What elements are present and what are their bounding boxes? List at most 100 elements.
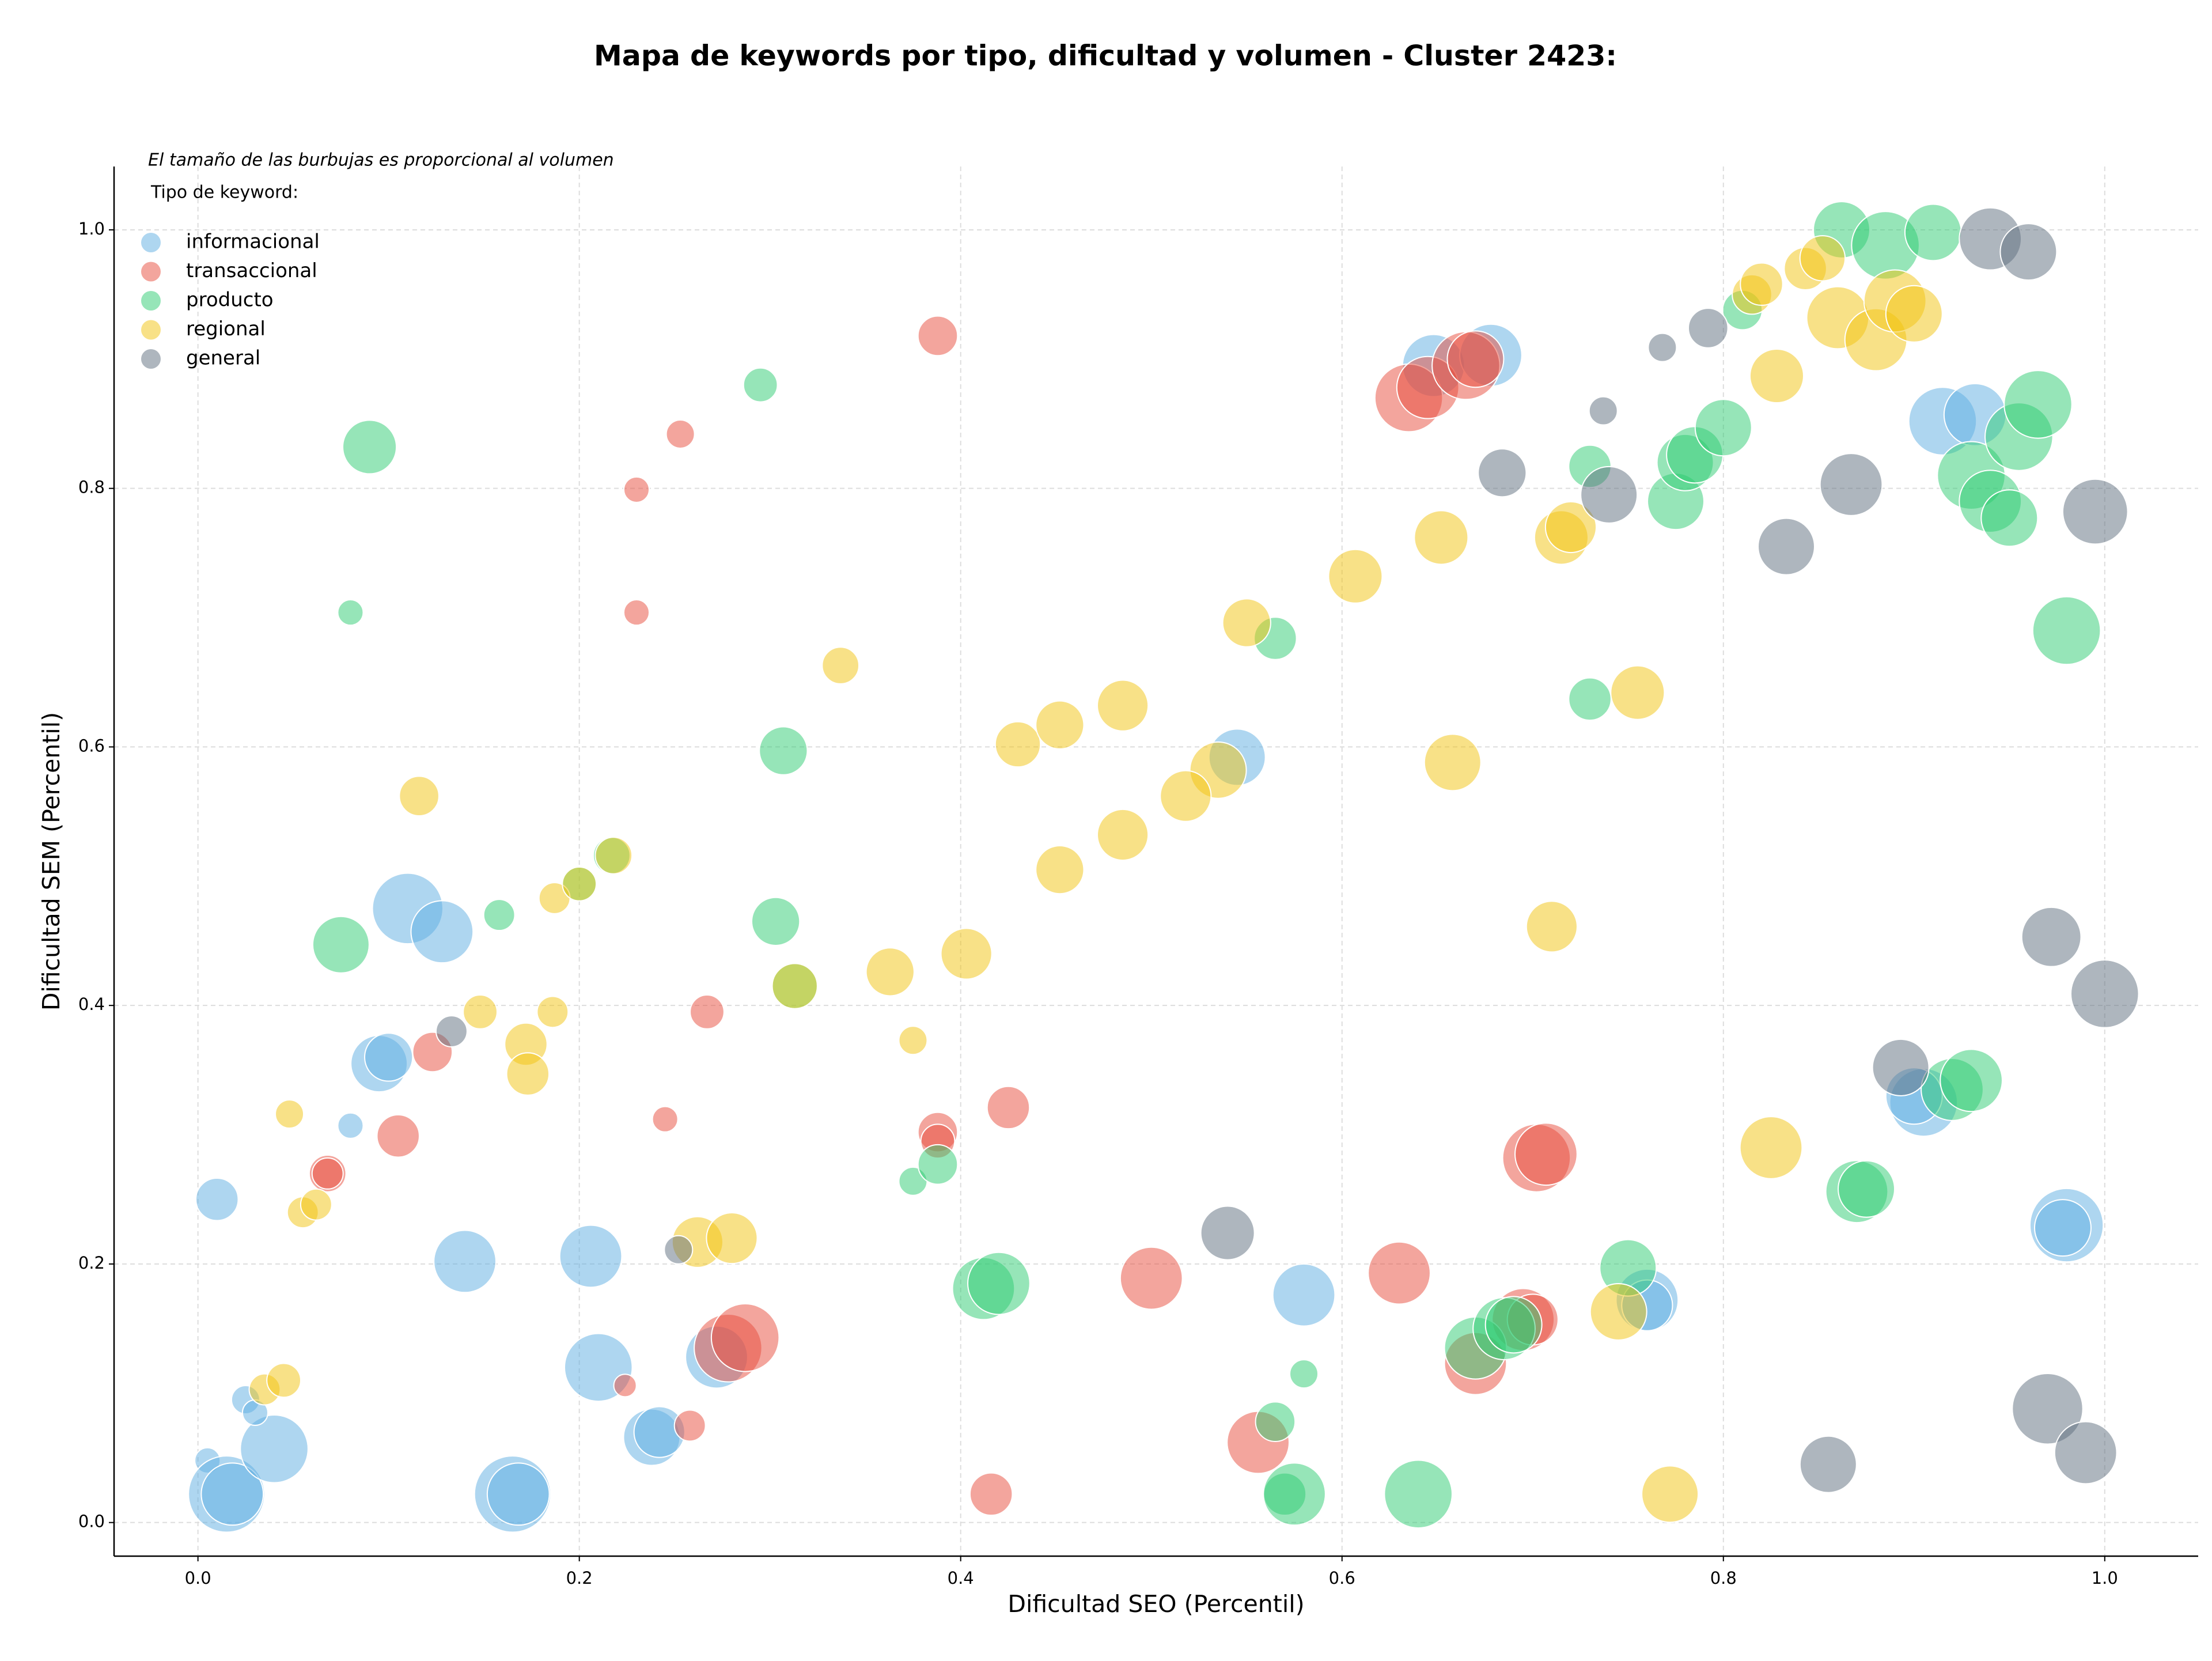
bubble — [410, 900, 474, 964]
legend-marker — [141, 349, 161, 369]
bubble — [1272, 1263, 1336, 1327]
bubble — [1035, 845, 1085, 895]
y-tick-label: 0.2 — [78, 1253, 105, 1273]
bubble — [940, 928, 993, 980]
bubble — [690, 994, 725, 1030]
bubble — [1263, 1462, 1326, 1526]
bubble — [1588, 396, 1618, 426]
legend-label: transaccional — [186, 259, 317, 282]
bubble — [463, 994, 498, 1030]
bubble — [1819, 453, 1883, 516]
bubble — [435, 1015, 468, 1047]
bubble — [994, 721, 1041, 768]
bubble — [917, 1144, 959, 1185]
y-axis-label: Dificultad SEM (Percentil) — [37, 712, 65, 1011]
bubble — [969, 1472, 1013, 1516]
bubble — [275, 1099, 305, 1129]
annotation: El tamaño de las burbujas es proporciona… — [148, 150, 614, 171]
bubble — [1544, 501, 1597, 554]
bubble — [652, 1106, 679, 1133]
bubble — [751, 896, 801, 946]
bubble — [1096, 679, 1149, 732]
bubble — [865, 947, 915, 997]
bubble — [2070, 959, 2139, 1028]
bubble — [1739, 1116, 1803, 1179]
bubble — [1328, 548, 1383, 604]
y-tick-label: 0.8 — [78, 478, 105, 497]
bubble — [1799, 235, 1846, 282]
bubble — [1940, 1049, 2003, 1113]
bubble — [337, 1112, 364, 1139]
bubble — [2032, 596, 2101, 665]
x-tick-label: 0.6 — [1329, 1568, 1355, 1588]
bubble — [342, 419, 397, 475]
bubble — [399, 775, 440, 816]
bubble — [195, 1177, 239, 1221]
bubble — [2021, 906, 2082, 967]
bubble — [771, 963, 818, 1009]
legend-marker — [141, 262, 161, 282]
x-tick-label: 0.2 — [566, 1568, 593, 1588]
legend-title: Tipo de keyword: — [150, 183, 298, 203]
x-tick-label: 1.0 — [2092, 1568, 2118, 1588]
legend-marker — [141, 320, 161, 340]
bubble — [1838, 1160, 1896, 1218]
x-tick-label: 0.0 — [185, 1568, 211, 1588]
x-axis-label: Dificultad SEO (Percentil) — [1007, 1590, 1304, 1618]
bubble — [706, 1212, 758, 1265]
bubble — [486, 1462, 550, 1526]
bubble — [1478, 448, 1527, 498]
bubble — [917, 315, 959, 357]
bubble — [2054, 1421, 2118, 1485]
bubble — [1289, 1359, 1319, 1389]
bubble — [311, 1157, 344, 1190]
legend-marker — [141, 291, 161, 311]
bubble — [1160, 770, 1212, 822]
bubble — [1799, 1435, 1857, 1493]
bubble — [1758, 517, 1815, 576]
bubble — [743, 367, 778, 403]
legend-label: producto — [186, 289, 274, 312]
bubble — [1222, 598, 1271, 648]
y-tick-label: 0.6 — [78, 736, 105, 755]
bubble — [613, 1374, 637, 1398]
bubble — [1119, 1246, 1183, 1310]
bubble — [759, 726, 808, 775]
chart-title: Mapa de keywords por tipo, dificultad y … — [594, 40, 1617, 73]
bubble — [312, 915, 370, 974]
bubble — [1423, 733, 1482, 792]
bubble — [821, 646, 860, 684]
bubble — [898, 1026, 928, 1055]
bubble — [240, 1414, 309, 1484]
legend-label: informacional — [186, 230, 320, 253]
bubble — [1568, 677, 1612, 721]
bubble — [1904, 203, 1962, 262]
bubble — [506, 1052, 550, 1096]
bubble — [594, 837, 633, 875]
bubble — [1514, 1122, 1578, 1186]
bubble — [710, 1303, 780, 1372]
bubble — [337, 599, 364, 626]
legend-label: general — [186, 347, 260, 370]
bubble — [1446, 330, 1505, 388]
bubble — [673, 1409, 706, 1442]
y-tick-label: 1.0 — [78, 219, 105, 239]
bubble — [623, 599, 650, 626]
bubble — [664, 1235, 694, 1265]
bubble — [986, 1085, 1031, 1130]
bubble — [1096, 808, 1149, 861]
bubble — [1647, 332, 1677, 362]
bubble — [1610, 665, 1665, 720]
bubble — [1368, 1241, 1431, 1305]
bubble — [1525, 901, 1578, 953]
bubble — [1589, 1282, 1647, 1341]
plot-area — [188, 200, 2139, 1533]
y-tick-label: 0.0 — [78, 1512, 105, 1531]
legend-marker — [141, 233, 161, 252]
bubble — [2003, 370, 2073, 439]
legend-label: regional — [186, 317, 266, 340]
bubble — [1035, 700, 1085, 750]
bubble — [967, 1251, 1031, 1315]
bubble — [1200, 1205, 1255, 1261]
bubble — [2062, 478, 2128, 545]
